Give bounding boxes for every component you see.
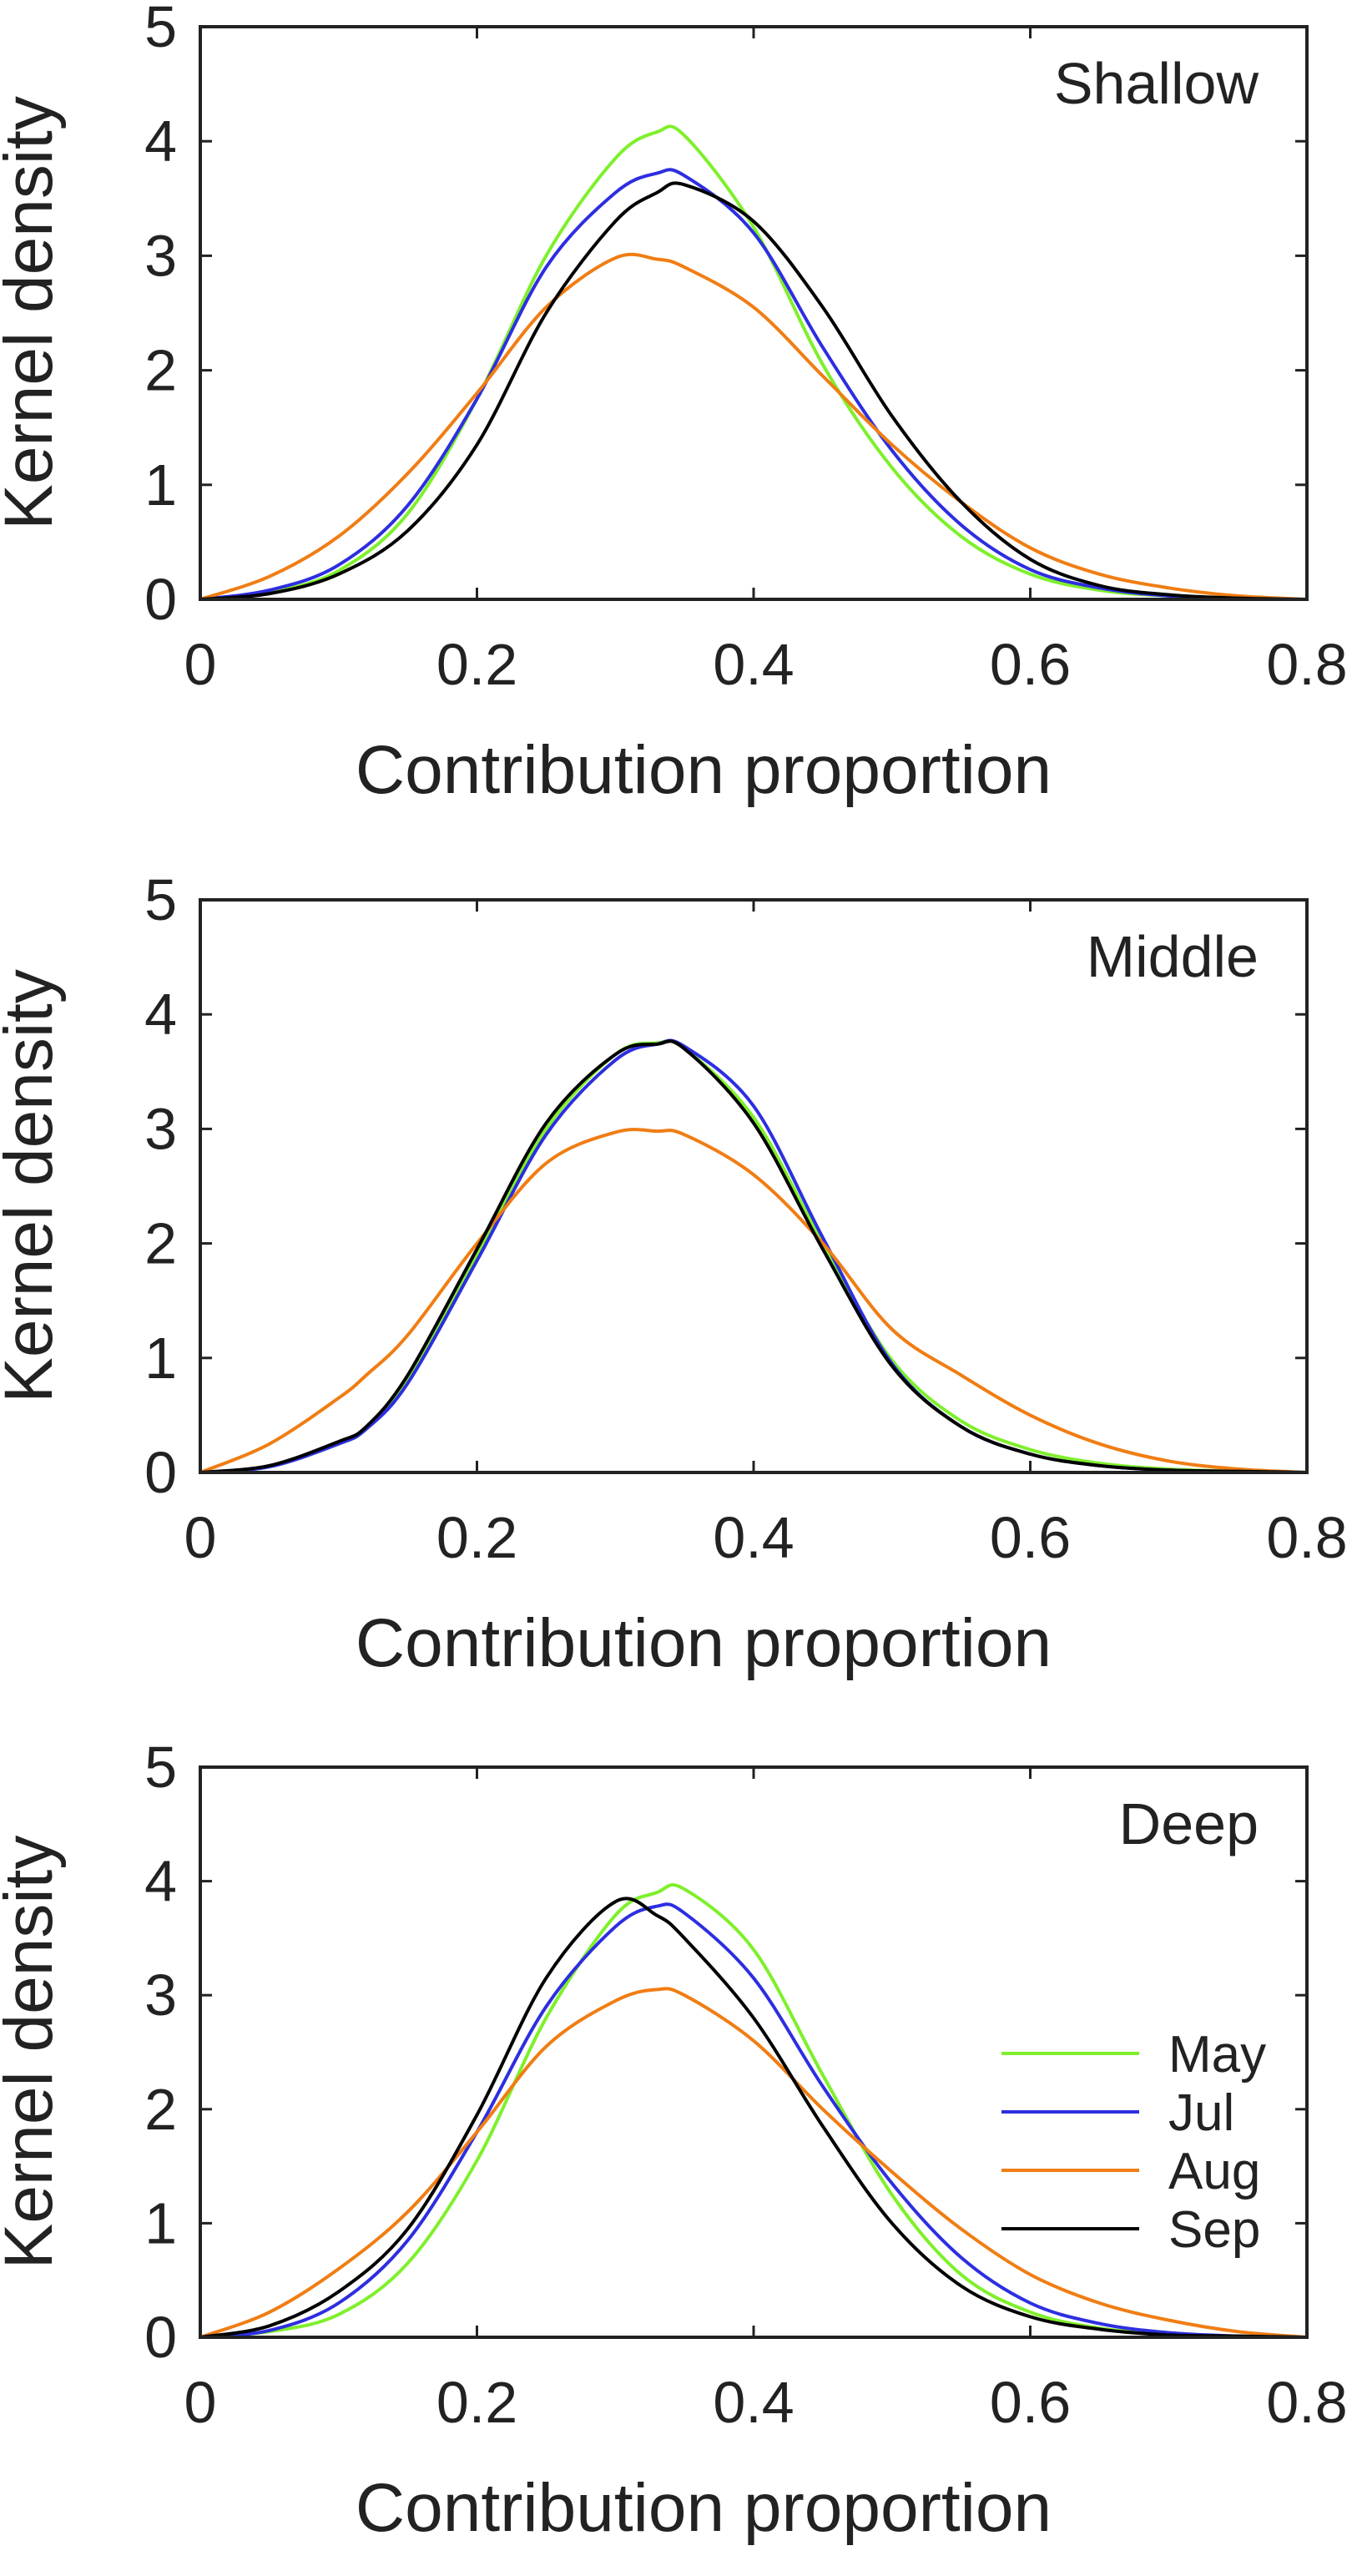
y-tick-label: 1	[144, 2190, 177, 2255]
y-tick-label: 1	[144, 1326, 177, 1391]
legend-label-may: May	[1168, 2026, 1266, 2084]
panel-label: Deep	[1119, 1791, 1259, 1856]
y-tick-label: 2	[144, 2077, 177, 2142]
legend-label-aug: Aug	[1168, 2143, 1260, 2200]
series-line-jul	[199, 168, 1309, 601]
y-tick-label: 3	[144, 1096, 177, 1161]
y-tick-label: 3	[144, 223, 177, 288]
x-tick-label: 0.2	[436, 1505, 517, 1570]
series-line-sep	[199, 1039, 1309, 1474]
x-tick-label: 0.2	[436, 2370, 517, 2435]
series-line-sep	[199, 1897, 1309, 2339]
x-tick-label: 0.8	[1266, 1505, 1347, 1570]
y-axis-label: Kernel density	[0, 96, 67, 530]
series-line-aug	[199, 1987, 1309, 2339]
panel-middle: 0 0.2 0.4 0.6 0.8 0 1 2 3 4 5 Contribution proporti…	[0, 867, 1348, 1681]
y-tick-label: 5	[144, 0, 177, 59]
y-axis-label: Kernel density	[0, 1836, 67, 2270]
y-tick-label: 2	[144, 1211, 177, 1276]
x-tick-label: 0	[184, 632, 217, 697]
x-axis-label: Contribution proportion	[356, 2470, 1052, 2546]
panel-deep: 0 0.2 0.4 0.6 0.8 0 1 2 3 4 5 Contribution proporti…	[0, 1735, 1348, 2546]
x-tick-label: 0.6	[990, 2370, 1071, 2435]
y-tick-label: 4	[144, 982, 177, 1047]
x-tick-label: 0	[184, 2370, 217, 2435]
x-tick-label: 0.6	[990, 632, 1071, 697]
y-tick-label: 5	[144, 867, 177, 932]
y-tick-label: 2	[144, 338, 177, 403]
panel-label: Middle	[1087, 924, 1259, 989]
y-tick-label: 0	[144, 567, 177, 632]
y-tick-label: 4	[144, 109, 177, 174]
x-tick-label: 0.2	[436, 632, 517, 697]
x-tick-label: 0.4	[713, 632, 794, 697]
legend-label-jul: Jul	[1168, 2084, 1234, 2142]
series-line-may	[199, 124, 1309, 601]
y-tick-label: 1	[144, 452, 177, 518]
y-tick-label: 3	[144, 1962, 177, 2028]
x-tick-label: 0.4	[713, 2370, 794, 2435]
panel-shallow: 0 0.2 0.4 0.6 0.8 0 1 2 3 4 5 Contribution proporti…	[0, 0, 1348, 808]
x-tick-label: 0.8	[1266, 2370, 1347, 2435]
y-tick-label: 4	[144, 1849, 177, 1914]
y-axis-label: Kernel density	[0, 969, 67, 1403]
y-tick-label: 5	[144, 1735, 177, 1800]
series-line-aug	[199, 252, 1309, 601]
x-tick-label: 0.8	[1266, 632, 1347, 697]
series-line-jul	[199, 1902, 1309, 2339]
series-line-aug	[199, 1128, 1309, 1474]
x-tick-label: 0.4	[713, 1505, 794, 1570]
panel-label: Shallow	[1054, 51, 1259, 116]
legend-label-sep: Sep	[1168, 2201, 1260, 2259]
series-line-sep	[199, 181, 1309, 601]
series-line-jul	[199, 1038, 1309, 1474]
x-axis-label: Contribution proportion	[356, 732, 1052, 808]
x-tick-label: 0.6	[990, 1505, 1071, 1570]
y-tick-label: 0	[144, 1440, 177, 1505]
x-tick-label: 0	[184, 1505, 217, 1570]
x-axis-label: Contribution proportion	[356, 1605, 1052, 1681]
y-tick-label: 0	[144, 2305, 177, 2370]
